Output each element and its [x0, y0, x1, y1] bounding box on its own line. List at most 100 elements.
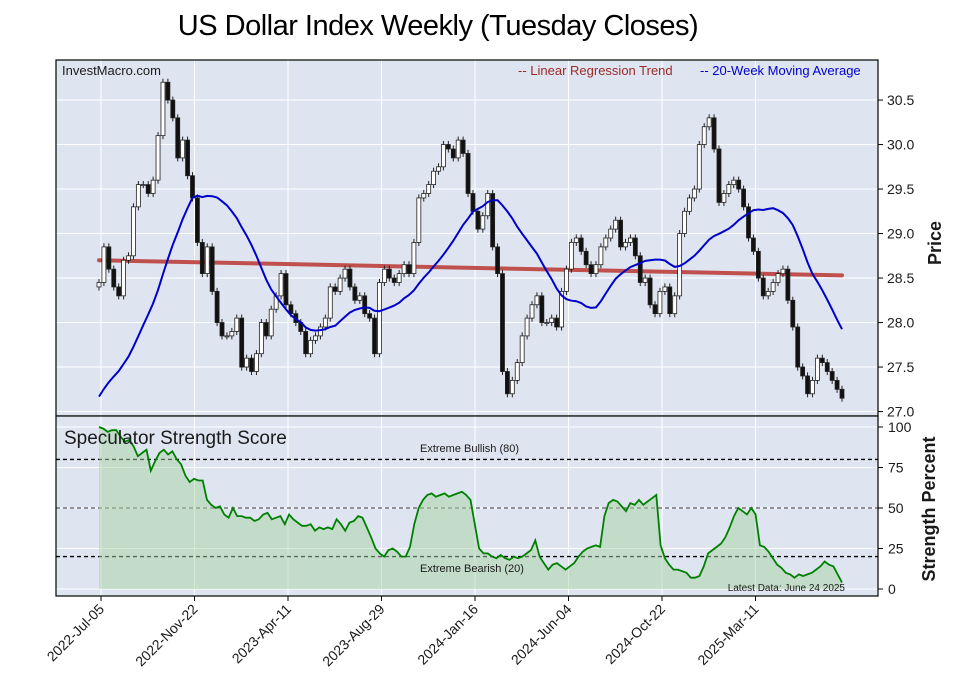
candle-down: [839, 388, 845, 399]
candle-up: [357, 295, 363, 301]
candle: [101, 243, 107, 287]
candle-up: [150, 179, 156, 194]
candle-up: [431, 170, 436, 185]
candle: [564, 265, 569, 295]
candle-up: [485, 193, 491, 217]
candle-down: [824, 362, 830, 372]
candle-up: [441, 144, 446, 168]
candle-up: [696, 144, 702, 190]
candle: [751, 234, 756, 255]
candle-up: [598, 246, 604, 266]
candle-down: [500, 273, 505, 372]
candle-down: [465, 153, 471, 194]
candle: [239, 314, 245, 371]
candle: [588, 261, 594, 278]
candle-up: [549, 317, 555, 323]
candle: [357, 292, 363, 304]
candle-up: [480, 215, 486, 230]
candle: [490, 189, 496, 251]
candle: [391, 274, 397, 287]
candle-up: [160, 81, 166, 137]
candle-up: [381, 268, 387, 283]
candle: [244, 354, 250, 371]
candle: [352, 283, 358, 304]
candle: [337, 274, 343, 295]
candle-down: [145, 184, 151, 194]
candle: [258, 318, 264, 358]
candle-up: [234, 317, 240, 332]
candle-down: [332, 286, 338, 292]
candle: [647, 274, 653, 309]
candle-up: [224, 335, 230, 338]
candle-up: [682, 210, 687, 234]
candle-up: [573, 237, 579, 243]
candle: [760, 274, 766, 300]
candle-down: [800, 366, 806, 377]
candle: [711, 114, 717, 153]
candle-up: [814, 357, 820, 381]
candle-up: [628, 237, 633, 243]
candle: [195, 194, 200, 247]
candle: [810, 376, 815, 398]
candle-up: [416, 197, 422, 243]
candle-down: [288, 304, 294, 315]
candle: [780, 265, 786, 278]
candle-up: [593, 264, 599, 275]
candle: [283, 270, 289, 309]
candle-down: [460, 139, 466, 154]
x-tick-label: 2022-Jul-05: [44, 601, 108, 665]
price-y-ticks: 27.0 27.5 28.0 28.5 29.0 29.5 30.0 30.5: [878, 92, 914, 420]
candle-down: [185, 139, 190, 177]
candle-up: [687, 197, 692, 212]
chart-title: US Dollar Index Weekly (Tuesday Closes): [177, 10, 699, 42]
candle-up: [411, 242, 417, 274]
candle: [657, 287, 663, 318]
candle-down: [618, 219, 623, 248]
candle-up: [421, 193, 427, 199]
candle: [578, 234, 584, 255]
candle: [224, 332, 230, 340]
candle-up: [455, 139, 461, 159]
candle: [406, 261, 412, 278]
candle-down: [190, 175, 195, 199]
candle-down: [352, 286, 358, 301]
candle: [185, 136, 190, 180]
candle: [839, 385, 845, 402]
candle: [155, 132, 161, 184]
candle-down: [834, 379, 840, 390]
candle-up: [534, 295, 540, 306]
x-ticks: 2022-Jul-05 2022-Nov-22 2023-Apr-11 2023-Au…: [44, 596, 762, 669]
candle-up: [568, 242, 574, 270]
strength-tick-label: 25: [888, 541, 904, 557]
candle-up: [691, 188, 697, 199]
candle-up: [623, 242, 628, 248]
candle: [691, 185, 697, 202]
candle: [716, 145, 722, 206]
candle-up: [322, 317, 328, 328]
x-tick-label: 2024-Jun-04: [508, 601, 575, 668]
candle: [593, 261, 599, 278]
candle-up: [337, 277, 343, 292]
candle-up: [308, 339, 313, 355]
strength-area: [99, 427, 842, 589]
legend-moving-average: -- 20-Week Moving Average: [700, 63, 861, 78]
candle-up: [731, 179, 737, 185]
x-tick-label: 2023-Aug-29: [319, 601, 388, 670]
candle-up: [258, 322, 264, 355]
candle: [785, 265, 791, 304]
candle-down: [199, 242, 205, 274]
candle: [175, 114, 181, 162]
candle: [814, 354, 820, 384]
candle: [573, 234, 579, 247]
candle: [637, 252, 643, 287]
candle-up: [278, 273, 284, 297]
candle: [746, 203, 751, 242]
candle: [214, 287, 220, 327]
price-tick-label: 29.5: [887, 181, 914, 197]
candle-up: [775, 273, 781, 283]
candle: [554, 314, 560, 331]
candle: [765, 287, 771, 300]
x-tick-label: 2024-Oct-22: [602, 601, 668, 667]
candle-down: [751, 237, 756, 252]
